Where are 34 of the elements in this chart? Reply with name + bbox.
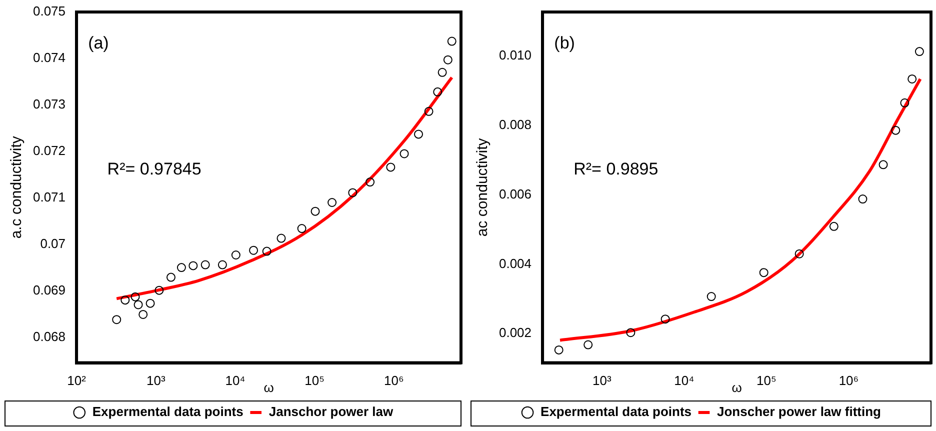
annotation: (a) (88, 33, 109, 52)
x-tick-label: 10⁶ (384, 373, 404, 388)
legend-label: Janschor power law (268, 404, 394, 420)
y-tick-label: 0.008 (498, 117, 532, 132)
y-tick-label: 0.072 (32, 142, 66, 158)
x-tick-label: 10² (67, 373, 87, 388)
legend-label: Expermental data points (92, 404, 244, 420)
x-tick-label: 10³ (146, 373, 166, 388)
y-tick-label: 0.075 (32, 4, 66, 19)
x-tick-label: 10⁶ (838, 373, 859, 388)
legend-label: Expermental data points (540, 404, 692, 420)
legend-label: Jonscher power law fitting (717, 404, 882, 420)
y-tick-label: 0.002 (498, 325, 532, 340)
y-tick-label: 0.073 (32, 96, 66, 112)
x-tick-label: 10⁵ (756, 373, 776, 388)
y-tick-label: 0.004 (498, 256, 532, 271)
y-tick-label: 0.074 (32, 50, 66, 66)
y-tick-label: 0.006 (498, 186, 532, 202)
annotation: R²= 0.97845 (107, 160, 202, 179)
y-tick-label: 0.071 (32, 189, 66, 204)
x-tick-label: 10⁴ (674, 373, 694, 388)
y-tick-label: 0.010 (498, 48, 532, 63)
y-axis-title: ac conductivity (474, 138, 492, 237)
x-axis-title: ω (732, 380, 742, 395)
x-tick-label: 10⁴ (225, 373, 246, 388)
x-tick-label: 10⁵ (304, 373, 325, 388)
y-tick-label: 0.069 (32, 282, 66, 298)
annotation: R²= 0.9895 (574, 160, 658, 179)
y-axis-title: a.c conductivity (8, 136, 26, 239)
x-axis-title: ω (264, 380, 274, 395)
y-tick-label: 0.068 (32, 328, 66, 344)
x-tick-label: 10³ (592, 373, 612, 388)
y-tick-label: 0.07 (40, 236, 66, 251)
annotation: (b) (554, 33, 575, 52)
